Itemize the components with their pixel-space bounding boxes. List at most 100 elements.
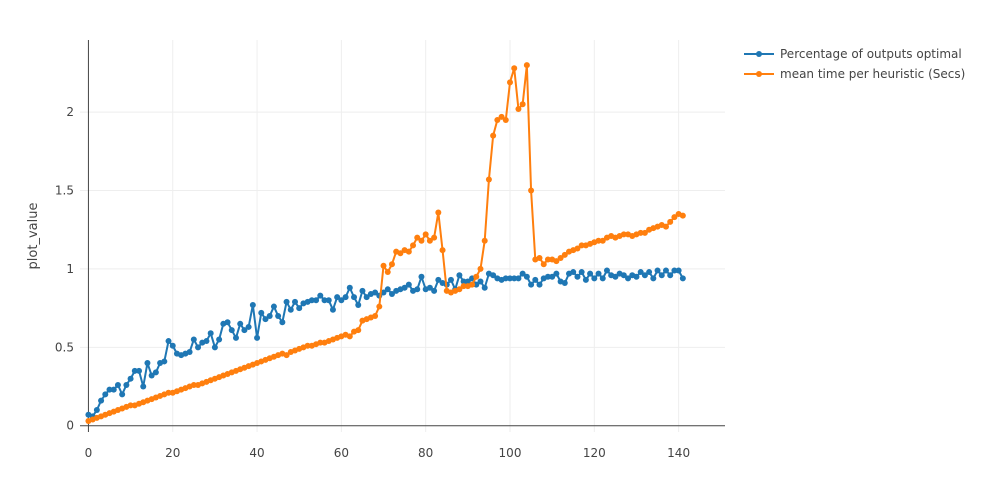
data-point[interactable] bbox=[308, 297, 315, 304]
data-point[interactable] bbox=[329, 306, 336, 313]
data-point[interactable] bbox=[186, 349, 193, 356]
data-point[interactable] bbox=[431, 287, 438, 294]
data-point[interactable] bbox=[536, 254, 543, 261]
data-point[interactable] bbox=[355, 301, 362, 308]
data-point[interactable] bbox=[646, 269, 653, 276]
data-point[interactable] bbox=[245, 323, 252, 330]
data-point[interactable] bbox=[270, 303, 277, 310]
data-point[interactable] bbox=[102, 391, 109, 398]
data-point[interactable] bbox=[388, 291, 395, 298]
legend-item-mean-time[interactable]: mean time per heuristic (Secs) bbox=[744, 67, 965, 81]
data-point[interactable] bbox=[426, 237, 433, 244]
data-point[interactable] bbox=[532, 276, 539, 283]
data-point[interactable] bbox=[523, 273, 530, 280]
data-point[interactable] bbox=[494, 116, 501, 123]
data-point[interactable] bbox=[667, 272, 674, 279]
data-point[interactable] bbox=[654, 267, 661, 274]
data-point[interactable] bbox=[502, 116, 509, 123]
data-point[interactable] bbox=[460, 283, 467, 290]
data-point[interactable] bbox=[190, 336, 197, 343]
data-point[interactable] bbox=[511, 275, 518, 282]
data-point[interactable] bbox=[165, 338, 172, 345]
data-point[interactable] bbox=[544, 256, 551, 263]
data-point[interactable] bbox=[507, 79, 513, 86]
data-point[interactable] bbox=[232, 334, 239, 341]
data-point[interactable] bbox=[342, 294, 349, 301]
data-point[interactable] bbox=[418, 273, 425, 280]
data-point[interactable] bbox=[481, 284, 488, 291]
data-point[interactable] bbox=[384, 269, 391, 276]
data-point[interactable] bbox=[237, 320, 244, 327]
data-point[interactable] bbox=[161, 358, 168, 365]
data-point[interactable] bbox=[658, 272, 665, 279]
data-point[interactable] bbox=[127, 402, 134, 409]
data-point[interactable] bbox=[540, 261, 547, 268]
data-point[interactable] bbox=[490, 272, 497, 279]
data-point[interactable] bbox=[490, 132, 497, 139]
data-point[interactable] bbox=[519, 270, 526, 277]
data-point[interactable] bbox=[165, 389, 172, 396]
data-point[interactable] bbox=[671, 267, 678, 274]
data-point[interactable] bbox=[481, 237, 488, 244]
data-point[interactable] bbox=[511, 65, 518, 72]
data-point[interactable] bbox=[536, 281, 543, 288]
data-point[interactable] bbox=[561, 251, 568, 258]
data-point[interactable] bbox=[338, 297, 345, 304]
data-point[interactable] bbox=[460, 278, 467, 285]
data-point[interactable] bbox=[346, 284, 353, 291]
data-point[interactable] bbox=[317, 339, 324, 346]
data-point[interactable] bbox=[388, 261, 395, 268]
data-point[interactable] bbox=[620, 231, 627, 238]
data-point[interactable] bbox=[469, 281, 476, 288]
data-point[interactable] bbox=[410, 242, 417, 249]
data-point[interactable] bbox=[650, 275, 657, 282]
data-point[interactable] bbox=[603, 267, 610, 274]
data-point[interactable] bbox=[464, 278, 471, 285]
data-point[interactable] bbox=[671, 214, 678, 221]
data-point[interactable] bbox=[637, 269, 644, 276]
data-point[interactable] bbox=[414, 286, 421, 293]
data-point[interactable] bbox=[523, 62, 530, 69]
legend[interactable]: Percentage of outputs optimal mean time … bbox=[744, 47, 965, 81]
data-point[interactable] bbox=[359, 287, 366, 294]
data-point[interactable] bbox=[595, 270, 602, 277]
data-point[interactable] bbox=[431, 234, 438, 241]
data-point[interactable] bbox=[190, 381, 197, 388]
data-point[interactable] bbox=[98, 397, 105, 404]
data-point[interactable] bbox=[262, 316, 269, 323]
data-point[interactable] bbox=[633, 273, 640, 280]
data-point[interactable] bbox=[123, 381, 130, 388]
data-point[interactable] bbox=[106, 386, 113, 393]
data-point[interactable] bbox=[380, 289, 387, 296]
data-point[interactable] bbox=[426, 284, 433, 291]
data-point[interactable] bbox=[258, 309, 265, 316]
data-point[interactable] bbox=[435, 276, 442, 283]
data-point[interactable] bbox=[110, 386, 117, 393]
data-point[interactable] bbox=[515, 275, 522, 282]
data-point[interactable] bbox=[376, 303, 383, 310]
data-point[interactable] bbox=[321, 297, 328, 304]
data-point[interactable] bbox=[679, 275, 686, 282]
data-point[interactable] bbox=[587, 270, 594, 277]
data-point[interactable] bbox=[372, 289, 379, 296]
data-point[interactable] bbox=[249, 301, 256, 308]
data-point[interactable] bbox=[599, 275, 606, 282]
data-point[interactable] bbox=[561, 280, 568, 287]
data-point[interactable] bbox=[304, 342, 311, 349]
data-point[interactable] bbox=[292, 298, 298, 305]
data-point[interactable] bbox=[582, 276, 589, 283]
data-point[interactable] bbox=[216, 336, 223, 343]
data-point[interactable] bbox=[131, 367, 138, 374]
data-point[interactable] bbox=[224, 319, 231, 326]
data-point[interactable] bbox=[515, 105, 522, 112]
data-point[interactable] bbox=[574, 245, 581, 252]
data-point[interactable] bbox=[203, 338, 210, 345]
data-point[interactable] bbox=[549, 273, 556, 280]
data-point[interactable] bbox=[127, 375, 134, 382]
data-point[interactable] bbox=[414, 234, 421, 241]
data-point[interactable] bbox=[473, 273, 480, 280]
data-point[interactable] bbox=[372, 312, 379, 319]
data-point[interactable] bbox=[528, 281, 535, 288]
data-point[interactable] bbox=[422, 231, 429, 238]
data-point[interactable] bbox=[473, 281, 480, 288]
